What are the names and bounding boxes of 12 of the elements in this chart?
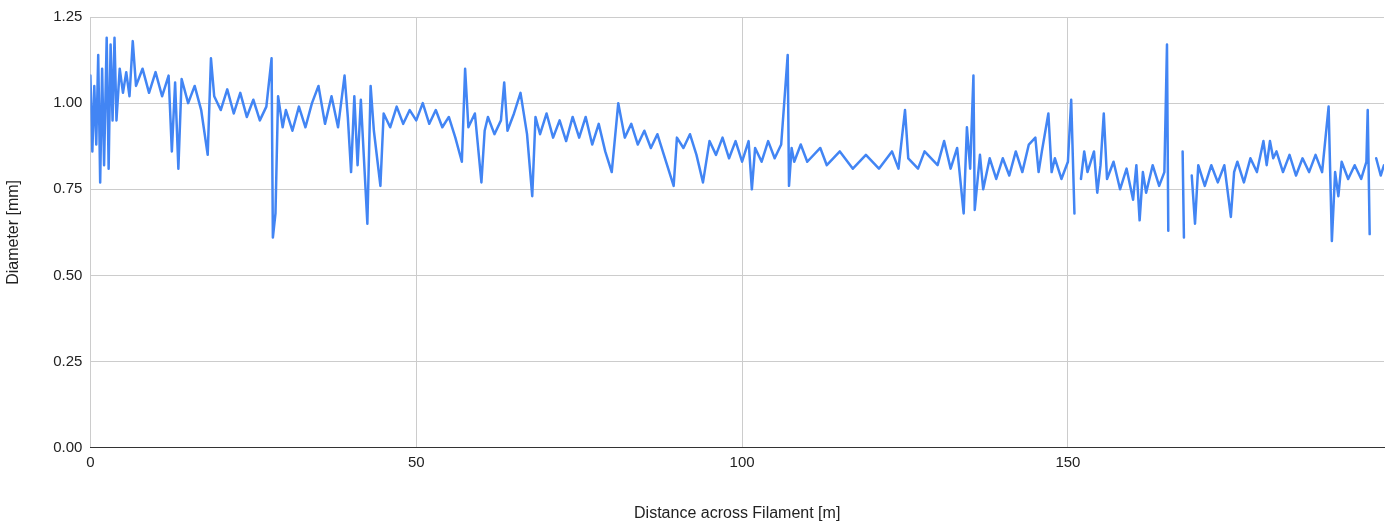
y-tick-label: 0.50 [53,265,83,283]
y-tick-label: 1.25 [53,7,83,25]
x-tick-label: 150 [1055,453,1081,471]
y-axis-title: Diameter [mm] [4,179,22,285]
y-tick-label: 1.00 [53,93,83,111]
x-tick-label: 100 [729,453,755,471]
x-tick-label: 50 [407,453,425,471]
x-axis-title: Distance across Filament [m] [634,503,841,521]
y-tick-label: 0.75 [53,179,83,197]
y-tick-label: 0.25 [53,351,83,369]
x-tick-label: 0 [86,453,95,471]
y-tick-label: 0.00 [53,437,83,455]
